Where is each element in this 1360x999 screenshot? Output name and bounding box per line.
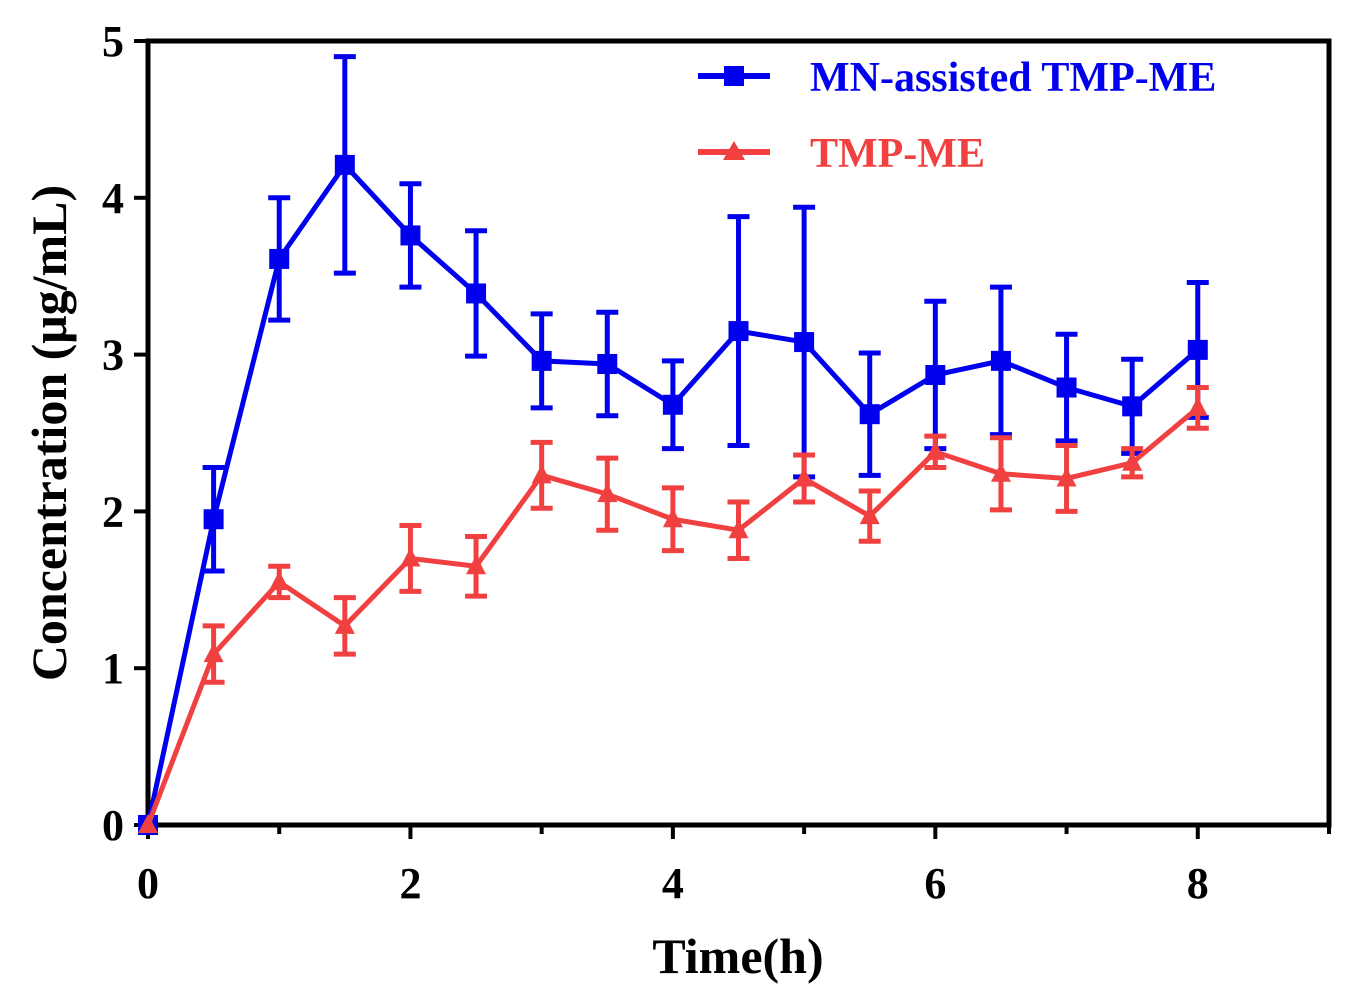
data-point <box>925 364 946 385</box>
data-point <box>466 283 487 304</box>
data-point <box>597 483 618 503</box>
data-point <box>728 321 749 342</box>
y-tick-label: 4 <box>102 174 124 223</box>
data-point <box>531 464 552 484</box>
data-point <box>203 643 224 663</box>
data-point <box>466 555 487 575</box>
series-tmp-me <box>138 385 1209 833</box>
legend-label-tmp-me: TMP-ME <box>810 131 985 177</box>
y-axis: 0 1 2 3 4 5 <box>102 17 148 850</box>
data-point <box>269 248 290 269</box>
x-axis-title: Time(h) <box>652 928 823 984</box>
x-tick-label: 6 <box>924 859 946 908</box>
data-point <box>334 154 355 175</box>
data-point <box>531 350 552 371</box>
data-point <box>1187 339 1208 360</box>
data-point <box>1187 396 1208 416</box>
data-point <box>859 505 880 525</box>
data-point <box>728 519 749 539</box>
x-tick-label: 4 <box>662 859 684 908</box>
legend-marker-mn-assisted <box>724 66 744 86</box>
y-tick-label: 2 <box>102 487 124 536</box>
legend-marker-tmp-me <box>723 141 745 160</box>
y-axis-title: Concentration (μg/mL) <box>21 185 77 681</box>
y-tick-label: 5 <box>102 17 124 66</box>
data-point <box>662 508 683 528</box>
data-point <box>334 614 355 634</box>
data-point <box>138 814 158 833</box>
data-point <box>1056 467 1077 487</box>
series-line-tmp-me <box>145 405 1200 826</box>
data-point <box>1122 396 1143 417</box>
x-axis: 0 2 4 6 8 <box>137 825 1331 908</box>
legend: MN-assisted TMP-ME TMP-ME <box>698 55 1216 177</box>
data-point <box>925 440 946 460</box>
x-tick-label: 8 <box>1187 859 1209 908</box>
legend-item-tmp-me: TMP-ME <box>698 131 985 177</box>
x-tick-label: 0 <box>137 859 159 908</box>
data-point <box>203 509 224 530</box>
y-tick-label: 3 <box>102 331 124 380</box>
y-tick-label: 0 <box>102 801 124 850</box>
y-tick-label: 1 <box>102 644 124 693</box>
data-point <box>269 570 290 590</box>
data-point <box>400 547 421 567</box>
data-point <box>400 225 421 246</box>
plot-frame <box>145 38 1332 828</box>
legend-label-mn-assisted: MN-assisted TMP-ME <box>810 55 1216 101</box>
data-point <box>1056 377 1077 398</box>
data-point <box>990 350 1011 371</box>
series-mn-assisted <box>138 54 1209 835</box>
data-point <box>662 394 683 415</box>
x-tick-label: 2 <box>399 859 421 908</box>
series-layer <box>138 54 1209 835</box>
data-point <box>1122 451 1143 471</box>
data-point <box>990 462 1011 482</box>
legend-item-mn-assisted: MN-assisted TMP-ME <box>698 55 1216 101</box>
data-point <box>794 332 815 353</box>
data-point <box>794 467 815 487</box>
data-point <box>597 354 618 375</box>
data-point <box>859 404 880 425</box>
